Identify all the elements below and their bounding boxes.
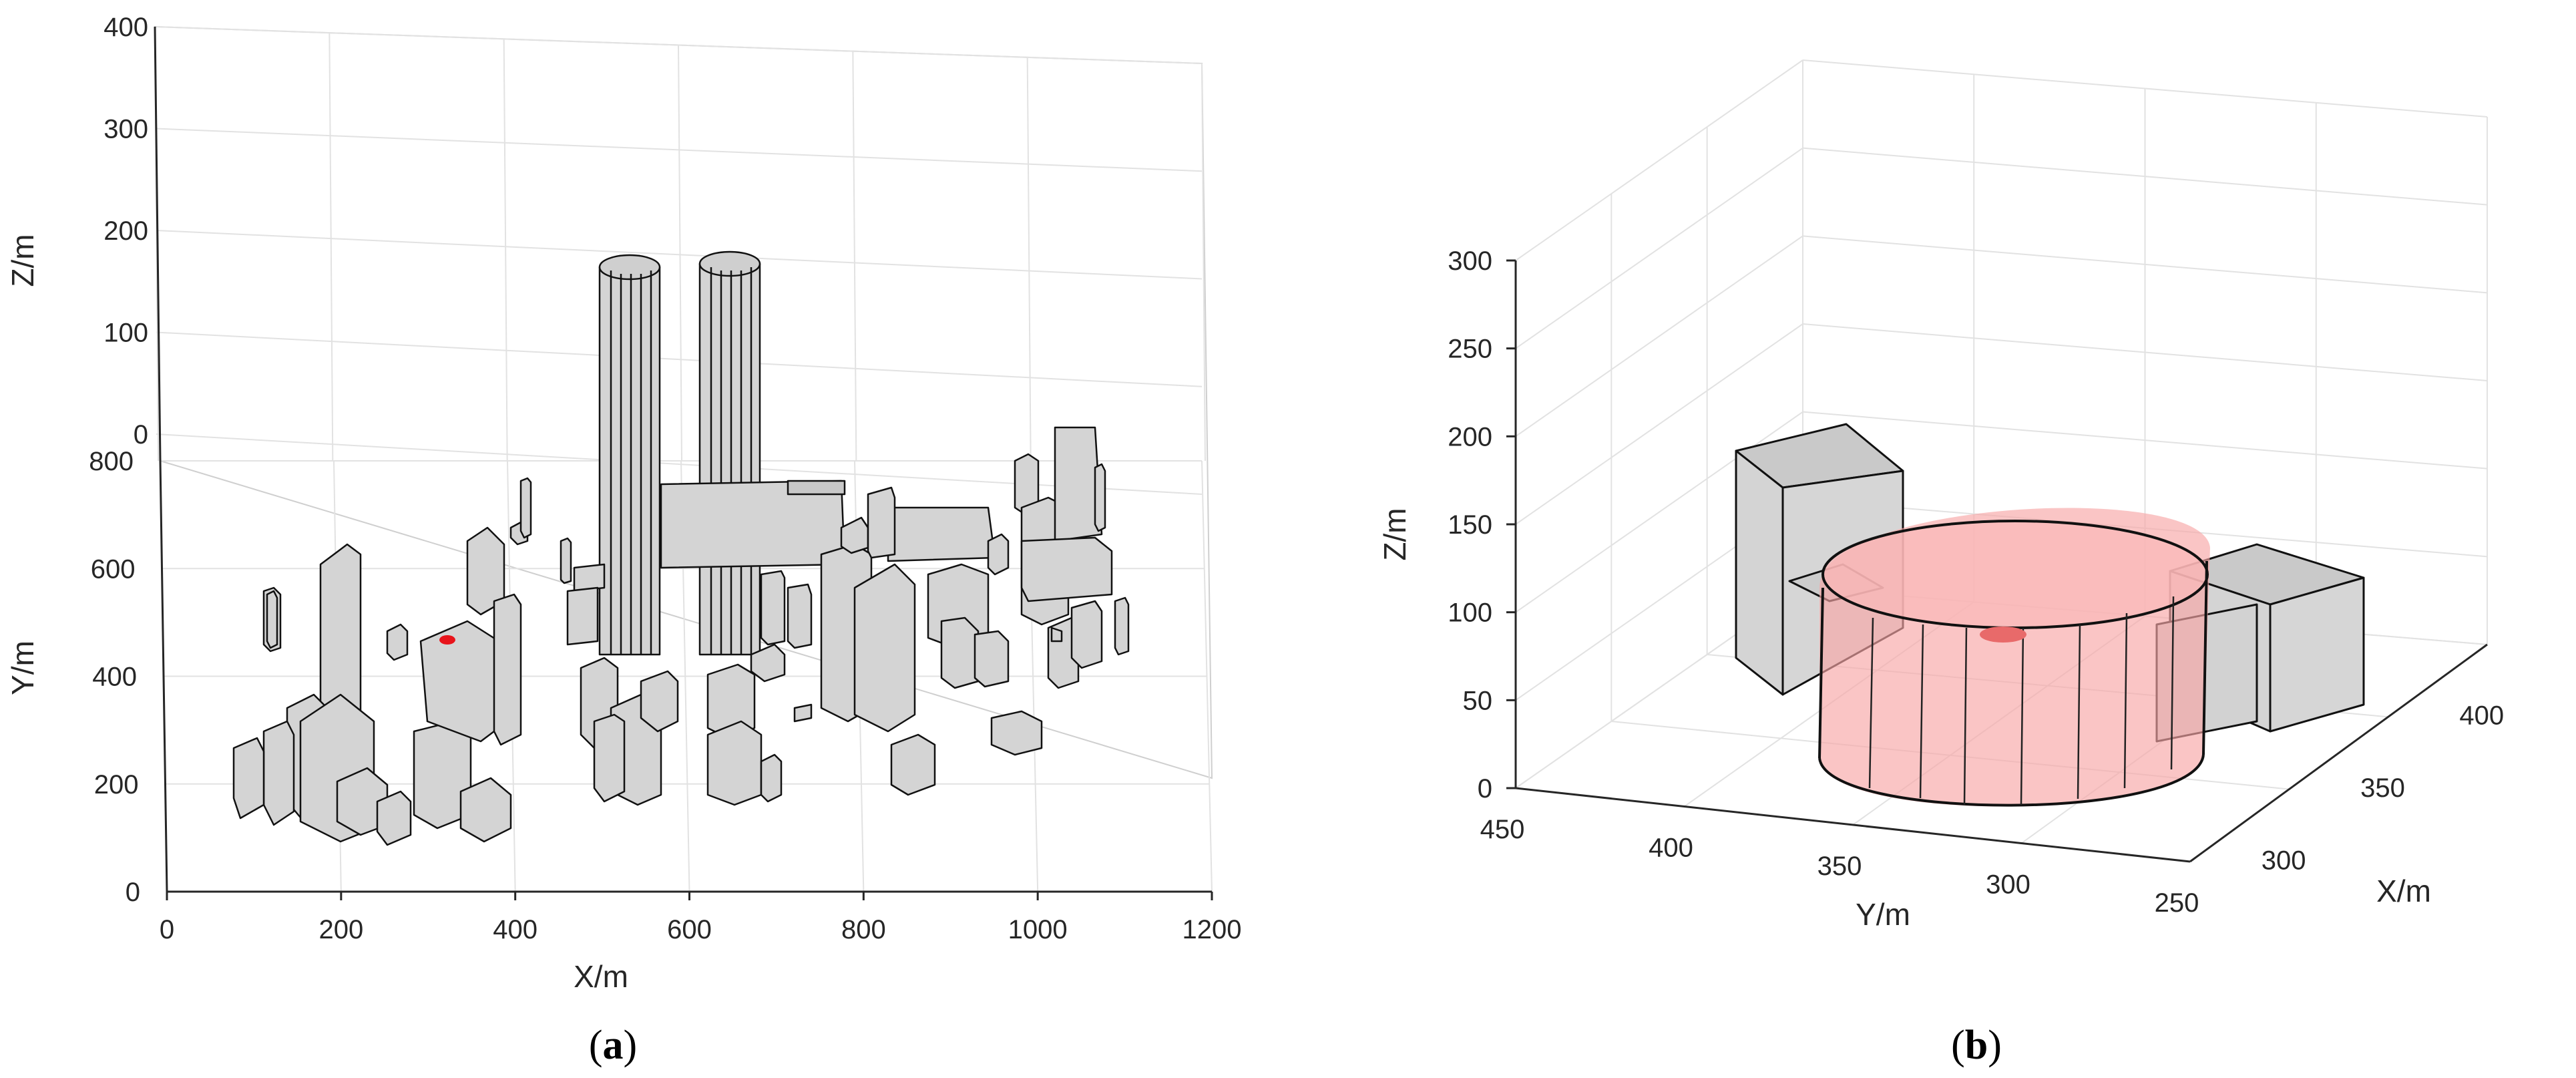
caption-b-letter: b	[1965, 1023, 1988, 1068]
svg-text:(a): (a)	[589, 1023, 637, 1068]
panel-b-y-tick-label: 300	[1986, 870, 2030, 900]
panel-b-y-tick-label: 250	[2155, 888, 2199, 918]
panel-b-x-tick-label: 350	[2360, 773, 2405, 803]
panel-b-y-tick-label: 350	[1817, 852, 1862, 881]
panel-a-y-tick-label: 800	[89, 447, 134, 476]
panel-b-z-tick-label: 300	[1448, 246, 1492, 276]
panel-b-y-tick-label: 450	[1480, 815, 1525, 844]
panel-a-buildings	[232, 250, 1130, 846]
panel-b-highlight-region	[1818, 508, 2210, 807]
panel-a-x-tick-label: 200	[318, 915, 363, 944]
panel-a-y-axis-label: Y/m	[5, 641, 40, 695]
panel-a-z-tick-label: 200	[103, 216, 148, 246]
panel-a-x-axis-label: X/m	[574, 959, 628, 994]
panel-b-z-tick-label: 200	[1448, 422, 1492, 452]
panel-b-z-tick-label: 100	[1448, 598, 1492, 628]
panel-a-z-tick-label: 0	[134, 420, 148, 450]
tower-right	[698, 250, 761, 656]
caption-b: (b)	[1951, 1023, 2002, 1068]
panel-b-x-tick-label: 400	[2459, 701, 2504, 731]
panel-b-z-tick-label: 50	[1463, 686, 1493, 715]
panel-b-x-axis-label: X/m	[2376, 874, 2431, 908]
caption-a-letter: a	[603, 1023, 624, 1068]
panel-a-y-tick-label: 200	[94, 770, 139, 799]
svg-text:(b): (b)	[1951, 1023, 2002, 1068]
panel-b-3d-region-plot: 0 50 100 150 200 250 300 450 400 350 300 250 300 350 4…	[1377, 59, 2504, 932]
panel-b-x-tick-label: 300	[2262, 846, 2306, 875]
panel-a-red-marker	[439, 635, 455, 645]
panel-a-y-tick-label: 600	[91, 554, 136, 584]
panel-a-x-tick-label: 1000	[1008, 915, 1068, 944]
panel-a-y-tick-label: 400	[92, 663, 137, 692]
panel-a-x-tick-label: 600	[667, 915, 712, 944]
panel-a-y-tick-label: 0	[126, 878, 140, 907]
panel-b-z-axis-label: Z/m	[1377, 508, 1412, 560]
panel-a-z-tick-label: 100	[103, 319, 148, 348]
panel-a-z-axis-label: Z/m	[5, 234, 40, 287]
tower-left	[598, 254, 661, 656]
panel-a-x-tick-label: 0	[160, 915, 174, 944]
panel-b-z-tick-label: 250	[1448, 335, 1492, 364]
panel-b-y-tick-label: 400	[1649, 834, 1693, 863]
panel-a-x-tick-label: 800	[841, 915, 886, 944]
panel-a-z-tick-label: 300	[103, 115, 148, 144]
panel-b-z-tick-label: 150	[1448, 510, 1492, 540]
panel-a-3d-city-plot: 0 200 400 600 800 1000 12000200400600800010020…	[5, 13, 1241, 994]
caption-a: (a)	[589, 1023, 637, 1068]
panel-a-x-tick-label: 1200	[1183, 915, 1242, 944]
panel-b-y-axis-label: Y/m	[1856, 897, 1910, 932]
panel-a-z-tick-label: 400	[103, 13, 148, 42]
panel-b-z-tick-label: 0	[1478, 774, 1492, 803]
panel-b-buildings	[1735, 423, 2365, 743]
panel-a-x-tick-label: 400	[493, 915, 538, 944]
